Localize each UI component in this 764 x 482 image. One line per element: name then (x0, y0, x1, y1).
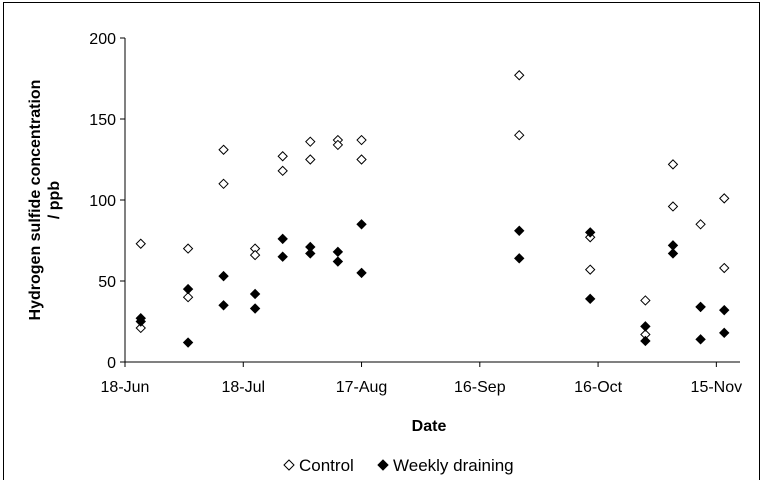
point-weekly-draining (695, 301, 706, 313)
point-control (135, 238, 146, 249)
x-tick-label: 16-Oct (574, 379, 623, 396)
point-weekly-draining (514, 253, 525, 264)
point-control (305, 136, 316, 147)
point-control (135, 322, 146, 334)
point-control (277, 151, 288, 162)
point-weekly-draining (719, 327, 730, 339)
x-axis-ticks: 18-Jun 18-Jul 17-Aug 16-Sep 16-Oct 15-Nov (101, 362, 743, 396)
y-axis-title-line1: Hydrogen sulfide concentration (27, 80, 44, 321)
y-tick-label: 0 (107, 355, 116, 372)
point-weekly-draining (182, 337, 194, 348)
x-tick-label: 18-Jun (101, 379, 150, 396)
point-control (514, 129, 525, 141)
point-weekly-draining (332, 246, 344, 258)
point-weekly-draining (514, 225, 525, 236)
point-weekly-draining (277, 251, 288, 262)
point-weekly-draining (584, 227, 596, 238)
point-control (695, 219, 706, 230)
point-weekly-draining (182, 283, 194, 295)
y-tick-label: 100 (89, 193, 116, 210)
point-weekly-draining (218, 300, 229, 311)
y-axis-ticks: 0 50 100 150 200 (89, 31, 125, 372)
point-weekly-draining (719, 304, 730, 316)
point-weekly-draining (218, 270, 229, 282)
point-control (218, 178, 229, 190)
point-control (719, 193, 730, 204)
point-control (356, 134, 367, 146)
point-control (667, 159, 679, 170)
point-control (218, 144, 229, 155)
point-control (667, 201, 679, 212)
point-weekly-draining (332, 256, 344, 267)
point-weekly-draining (277, 233, 288, 245)
point-weekly-draining (356, 267, 367, 279)
point-weekly-draining (640, 335, 651, 347)
point-control (719, 262, 730, 274)
x-tick-label: 16-Sep (454, 379, 506, 396)
point-control (305, 154, 316, 165)
legend-marker-control (283, 459, 295, 471)
point-weekly-draining (135, 316, 146, 327)
y-tick-label: 200 (89, 31, 116, 48)
data-points (135, 70, 730, 348)
x-tick-label: 18-Jul (221, 379, 265, 396)
point-control (182, 291, 194, 303)
legend: Control Weekly draining (283, 456, 514, 475)
x-axis-title: Date (412, 418, 447, 435)
point-control (249, 249, 261, 261)
point-weekly-draining (305, 248, 316, 259)
point-control (356, 154, 367, 165)
chart-frame (3, 2, 760, 480)
point-control (182, 243, 194, 254)
y-tick-label: 150 (89, 112, 116, 129)
x-tick-label: 15-Nov (691, 379, 743, 396)
legend-label-weekly-draining: Weekly draining (393, 456, 514, 475)
legend-label-control: Control (299, 456, 354, 475)
y-tick-label: 50 (98, 274, 116, 291)
point-control (514, 70, 525, 81)
point-control (332, 139, 344, 151)
point-weekly-draining (584, 293, 596, 305)
y-axis-title-line2: / ppb (46, 181, 63, 219)
point-weekly-draining (695, 334, 706, 345)
point-weekly-draining (667, 248, 679, 259)
axes (124, 38, 740, 363)
point-weekly-draining (640, 321, 651, 332)
point-control (584, 264, 596, 275)
point-control (277, 165, 288, 177)
point-control (640, 295, 651, 306)
x-tick-label: 17-Aug (336, 379, 388, 396)
point-weekly-draining (249, 288, 261, 300)
point-weekly-draining (356, 219, 367, 230)
legend-marker-weekly-draining (377, 459, 389, 471)
point-weekly-draining (249, 303, 261, 314)
